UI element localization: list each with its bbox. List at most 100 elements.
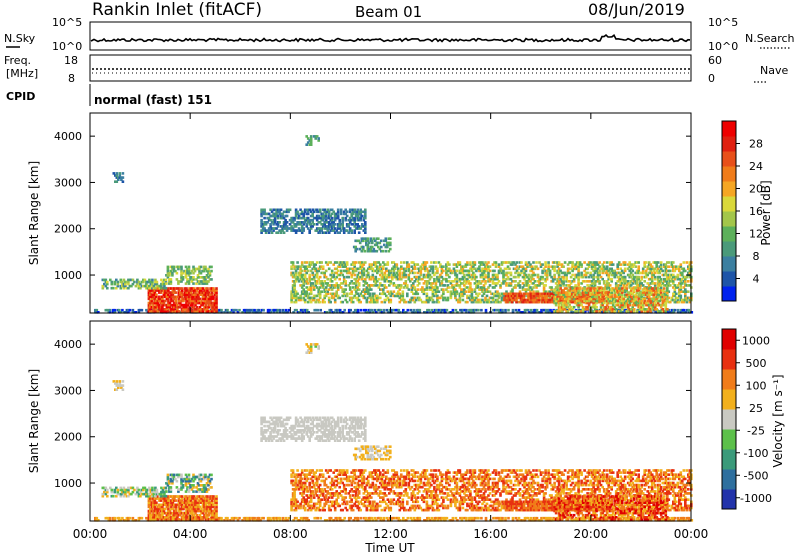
echo-cell: [412, 298, 415, 302]
echo-cell: [109, 308, 112, 312]
echo-cell: [568, 289, 571, 292]
echo-cell: [175, 278, 179, 281]
echo-cell: [383, 271, 387, 275]
echo-cell: [605, 297, 609, 301]
echo-cell: [364, 311, 368, 314]
echo-cell: [574, 275, 577, 279]
echo-cell: [568, 303, 571, 307]
echo-cell: [207, 269, 210, 273]
echo-cell: [367, 273, 370, 277]
echo-cell: [260, 223, 263, 226]
echo-cell: [266, 311, 270, 314]
echo-cell: [210, 305, 214, 309]
echo-cell: [424, 311, 428, 314]
echo-cell: [342, 263, 346, 266]
echo-cell: [467, 273, 471, 277]
echo-cell: [656, 267, 660, 271]
echo-cell: [387, 237, 391, 240]
echo-cell: [204, 278, 207, 281]
echo-cell: [616, 301, 619, 305]
echo-cell: [546, 300, 550, 304]
echo-cell: [184, 274, 188, 277]
echo-cell: [356, 216, 359, 220]
echo-cell: [562, 280, 565, 283]
echo-cell: [194, 301, 197, 305]
echo-cell: [511, 288, 514, 291]
echo-cell: [632, 303, 636, 307]
echo-cell: [336, 216, 340, 220]
echo-cell: [637, 293, 640, 296]
echo-cell: [353, 216, 356, 220]
echo-cell: [168, 274, 171, 277]
echo-cell: [284, 308, 288, 312]
echo-cell: [584, 267, 588, 271]
echo-cell: [445, 271, 448, 275]
echo-cell: [198, 287, 202, 290]
echo-cell: [635, 286, 639, 289]
echo-cell: [578, 301, 582, 305]
echo-cell: [494, 300, 498, 304]
echo-cell: [592, 305, 595, 309]
echo-cell: [389, 298, 393, 302]
echo-cell: [344, 284, 347, 287]
echo-cell: [537, 292, 541, 296]
echo-cell: [406, 292, 409, 296]
power-ylabel: Slant Range [km]: [27, 161, 41, 265]
echo-cell: [370, 308, 374, 312]
echo-cell: [272, 218, 275, 222]
echo-cell: [118, 176, 122, 179]
echo-cell: [527, 284, 531, 287]
echo-cell: [324, 210, 328, 214]
echo-cell: [342, 292, 346, 296]
echo-cell: [530, 267, 534, 271]
echo-cell: [553, 299, 556, 303]
echo-cell: [442, 288, 445, 291]
echo-cell: [684, 288, 687, 291]
echo-cell: [197, 287, 200, 290]
echo-cell: [188, 301, 191, 305]
echo-cell: [602, 267, 606, 271]
echo-cell: [616, 284, 619, 287]
echo-cell: [470, 290, 474, 293]
echo-cell: [385, 298, 388, 302]
echo-cell: [127, 286, 130, 290]
echo-cell: [451, 311, 455, 314]
echo-cell: [562, 277, 565, 281]
echo-cell: [679, 263, 683, 266]
echo-cell: [191, 295, 194, 299]
echo-cell: [356, 218, 359, 222]
echo-cell: [659, 261, 663, 264]
echo-cell: [148, 278, 151, 282]
echo-cell: [616, 265, 619, 268]
echo-cell: [342, 227, 346, 230]
echo-cell: [542, 267, 546, 271]
echo-cell: [186, 269, 189, 273]
echo-cell: [348, 216, 352, 220]
echo-cell: [308, 223, 311, 226]
echo-cell: [163, 278, 166, 282]
echo-cell: [149, 303, 152, 307]
echo-cell: [321, 298, 325, 302]
echo-cell: [481, 294, 484, 298]
echo-cell: [116, 280, 120, 284]
echo-cell: [650, 282, 654, 285]
echo-cell: [153, 310, 157, 313]
echo-cell: [491, 275, 495, 279]
echo-cell: [506, 284, 510, 287]
echo-cell: [513, 292, 517, 296]
echo-cell: [488, 300, 492, 304]
echo-cell: [165, 291, 169, 294]
echo-cell: [473, 267, 477, 271]
echo-cell: [502, 261, 505, 264]
echo-cell: [162, 301, 166, 305]
echo-cell: [427, 298, 430, 302]
echo-cell: [430, 296, 433, 300]
echo-cell: [160, 278, 163, 282]
echo-cell: [481, 269, 484, 273]
echo-cell: [451, 271, 454, 275]
echo-cell: [394, 294, 397, 298]
echo-cell: [305, 223, 308, 226]
echo-cell: [430, 288, 433, 291]
echo-cell: [613, 305, 616, 309]
echo-cell: [574, 263, 577, 266]
